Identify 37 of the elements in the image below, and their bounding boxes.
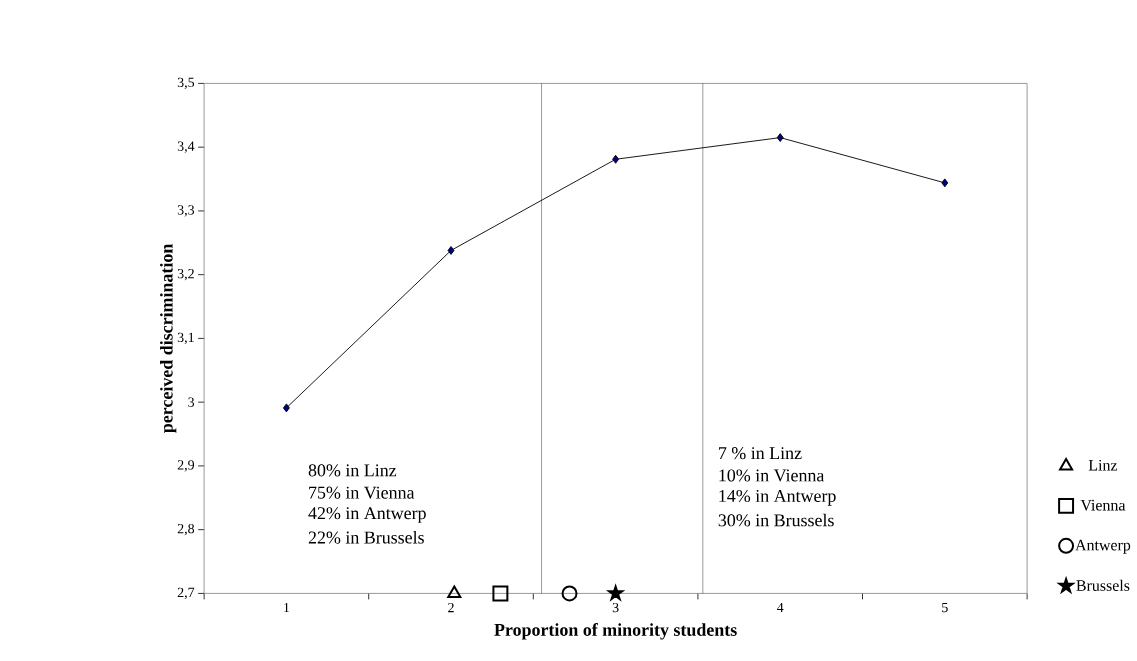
annotation: 30% in Brussels: [718, 513, 834, 527]
y-tick-label: 3: [188, 397, 195, 407]
point: [561, 585, 578, 602]
y-tick-label: 3,2: [177, 268, 194, 281]
x-tick-label: 3: [612, 602, 619, 613]
annotation: 10% in Vienna: [719, 469, 825, 482]
point: [941, 178, 949, 188]
annotation: 22% in Brussels: [308, 530, 424, 544]
point: [492, 585, 509, 602]
annotation: 14% in Antwerp: [719, 489, 836, 506]
y-tick-label: 2,9: [177, 460, 195, 472]
y-tick-label: 3,4: [177, 141, 195, 153]
y-tick-label: 2,8: [177, 523, 195, 536]
y-tick-label: 2,7: [177, 587, 195, 600]
point: [447, 585, 462, 598]
x-tick-label: 1: [284, 602, 290, 613]
point: [612, 154, 620, 164]
x-tick-label: 5: [942, 602, 948, 613]
point: [282, 403, 290, 413]
point: [606, 583, 626, 602]
x-axis-title: Proportion of minority students: [494, 623, 737, 640]
annotation: 7 % in Linz: [719, 447, 802, 460]
legend-label: Linz: [1088, 459, 1118, 471]
point: [447, 246, 455, 255]
annotation: 75% in Vienna: [309, 486, 415, 499]
legend-label: Antwerp: [1075, 539, 1131, 554]
legend-label: Vienna: [1080, 499, 1126, 511]
point: [776, 133, 784, 143]
y-tick-label: 3,1: [177, 332, 194, 345]
y-tick-label: 3,3: [177, 205, 195, 217]
legend-label: Brussels: [1076, 579, 1130, 591]
y-tick-label: 3,5: [177, 77, 195, 90]
x-tick-label: 4: [776, 602, 784, 613]
y-axis-title: perceived discrimination: [160, 243, 177, 433]
annotation: 42% in Antwerp: [308, 507, 426, 523]
annotation: 80% in Linz: [308, 464, 397, 477]
x-tick-label: 2: [448, 602, 454, 613]
